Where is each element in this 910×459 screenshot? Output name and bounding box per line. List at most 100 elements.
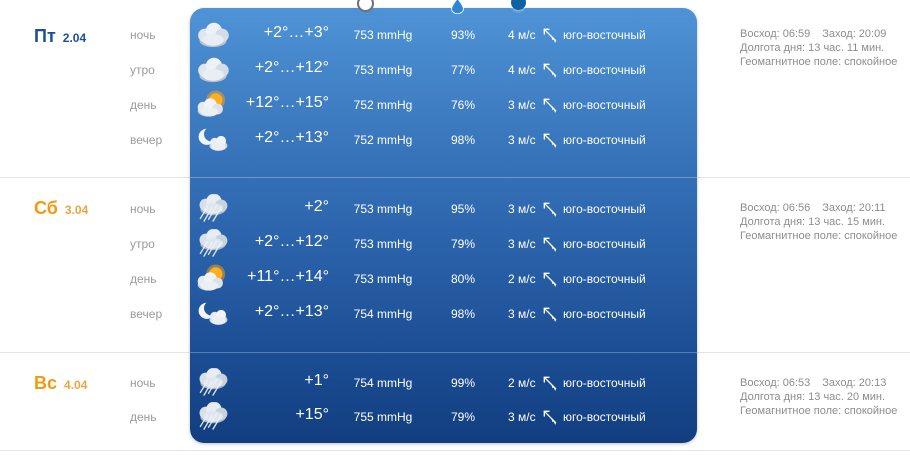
cloudy-icon [195,54,231,85]
wind-direction: юго-восточный [563,376,646,390]
humidity: 98% [450,133,476,147]
section-divider [0,450,910,451]
wind-direction-arrow-icon [541,270,558,287]
day-name: Вс [34,373,58,393]
day-date: 4.04 [64,378,88,392]
temperature: +11°…+14° [247,268,329,285]
wind-speed: 3 м/с [508,202,536,216]
wind-direction-arrow-icon [541,200,558,217]
pressure: 753 mmHg [353,202,413,216]
sun-cloud-icon [195,263,231,294]
wind-speed: 2 м/с [508,272,536,286]
forecast-row: ночь +1° 754 mmHg 99% 2 м/с юго-восточны… [0,365,910,401]
time-of-day-label: ночь [130,202,156,216]
time-of-day-label: вечер [130,133,163,147]
humidity: 93% [450,28,476,42]
sunset-text: Заход: 20:13 [822,377,887,389]
sunrise-text: Восход: 06:56 [740,202,811,214]
temperature: +2° [304,198,329,215]
wind-direction: юго-восточный [563,272,646,286]
moon-cloud-icon [195,124,231,155]
wind-speed: 4 м/с [508,63,536,77]
humidity: 79% [450,237,476,251]
temperature: +15° [295,406,329,423]
wind-direction: юго-восточный [563,98,646,112]
time-of-day-label: день [130,410,157,424]
pressure: 753 mmHg [353,272,413,286]
wind-direction-arrow-icon [541,374,558,391]
forecast-row: ночь +2°…+3° 753 mmHg 93% 4 м/с юго-вост… [0,17,910,53]
temperature: +2°…+12° [254,233,329,250]
pressure: 753 mmHg [353,237,413,251]
humidity: 98% [450,307,476,321]
geomagnetic-text: Геомагнитное поле: спокойное [740,405,898,417]
water-drop-icon [450,0,465,14]
sun-info-saturday: Восход: 06:56 Заход: 20:11 Долгота дня: 1… [740,201,910,243]
temperature: +2°…+12° [254,59,329,76]
sunset-text: Заход: 20:09 [822,28,887,40]
sun-info-sunday: Восход: 06:53 Заход: 20:13 Долгота дня: 1… [740,376,910,418]
rain-cloud-icon [195,193,231,224]
humidity: 77% [450,63,476,77]
sunrise-text: Восход: 06:53 [740,377,811,389]
pressure: 752 mmHg [353,133,413,147]
pressure: 754 mmHg [353,307,413,321]
day-link-friday[interactable]: Пт 2.04 [34,26,86,47]
day-name: Пт [34,26,56,46]
pressure: 753 mmHg [353,28,413,42]
cloudy-icon [195,19,231,50]
wind-direction: юго-восточный [563,410,646,424]
wind-direction: юго-восточный [563,28,646,42]
wind-direction-arrow-icon [541,96,558,113]
time-of-day-label: день [130,272,157,286]
thermometer-bulb-icon [357,0,374,12]
humidity: 95% [450,202,476,216]
temperature: +2°…+3° [263,24,329,41]
day-link-saturday[interactable]: Сб 3.04 [34,198,88,219]
panel-divider [190,177,697,178]
wind-direction: юго-восточный [563,307,646,321]
temperature: +2°…+13° [254,129,329,146]
wind-speed: 2 м/с [508,376,536,390]
forecast-row: день +15° 755 mmHg 79% 3 м/с юго-восточн… [0,399,910,435]
day-link-sunday[interactable]: Вс 4.04 [34,373,87,394]
geomagnetic-text: Геомагнитное поле: спокойное [740,56,898,68]
humidity: 99% [450,376,476,390]
wind-direction: юго-восточный [563,63,646,77]
moon-cloud-icon [195,298,231,329]
time-of-day-label: утро [130,63,155,77]
forecast-row: день +12°…+15° 752 mmHg 76% 3 м/с юго-во… [0,87,910,123]
temperature: +2°…+13° [254,303,329,320]
pressure: 754 mmHg [353,376,413,390]
wind-direction-arrow-icon [541,61,558,78]
humidity: 76% [450,98,476,112]
geomagnetic-text: Геомагнитное поле: спокойное [740,230,898,242]
daylength-text: Долгота дня: 13 час. 11 мин. [740,42,885,54]
forecast-row: вечер +2°…+13° 752 mmHg 98% 3 м/с юго-во… [0,122,910,158]
humidity: 79% [450,410,476,424]
wind-speed: 4 м/с [508,28,536,42]
forecast-row: день +11°…+14° 753 mmHg 80% 2 м/с юго-во… [0,261,910,297]
dot-icon [511,0,526,10]
pressure: 755 mmHg [353,410,413,424]
forecast-row: ночь +2° 753 mmHg 95% 3 м/с юго-восточны… [0,191,910,227]
rain-cloud-icon [195,367,231,398]
wind-direction: юго-восточный [563,202,646,216]
forecast-row: утро +2°…+12° 753 mmHg 77% 4 м/с юго-вос… [0,52,910,88]
wind-speed: 3 м/с [508,98,536,112]
wind-speed: 3 м/с [508,133,536,147]
wind-direction-arrow-icon [541,235,558,252]
wind-direction-arrow-icon [541,408,558,425]
temperature: +12°…+15° [245,94,329,111]
time-of-day-label: день [130,98,157,112]
panel-divider [190,352,697,353]
sunset-text: Заход: 20:11 [822,202,886,214]
rain-cloud-icon [195,401,231,432]
day-name: Сб [34,198,58,218]
day-date: 2.04 [62,31,87,45]
pressure: 752 mmHg [353,98,413,112]
forecast-panel [190,8,697,443]
wind-direction-arrow-icon [541,305,558,322]
time-of-day-label: утро [130,237,155,251]
